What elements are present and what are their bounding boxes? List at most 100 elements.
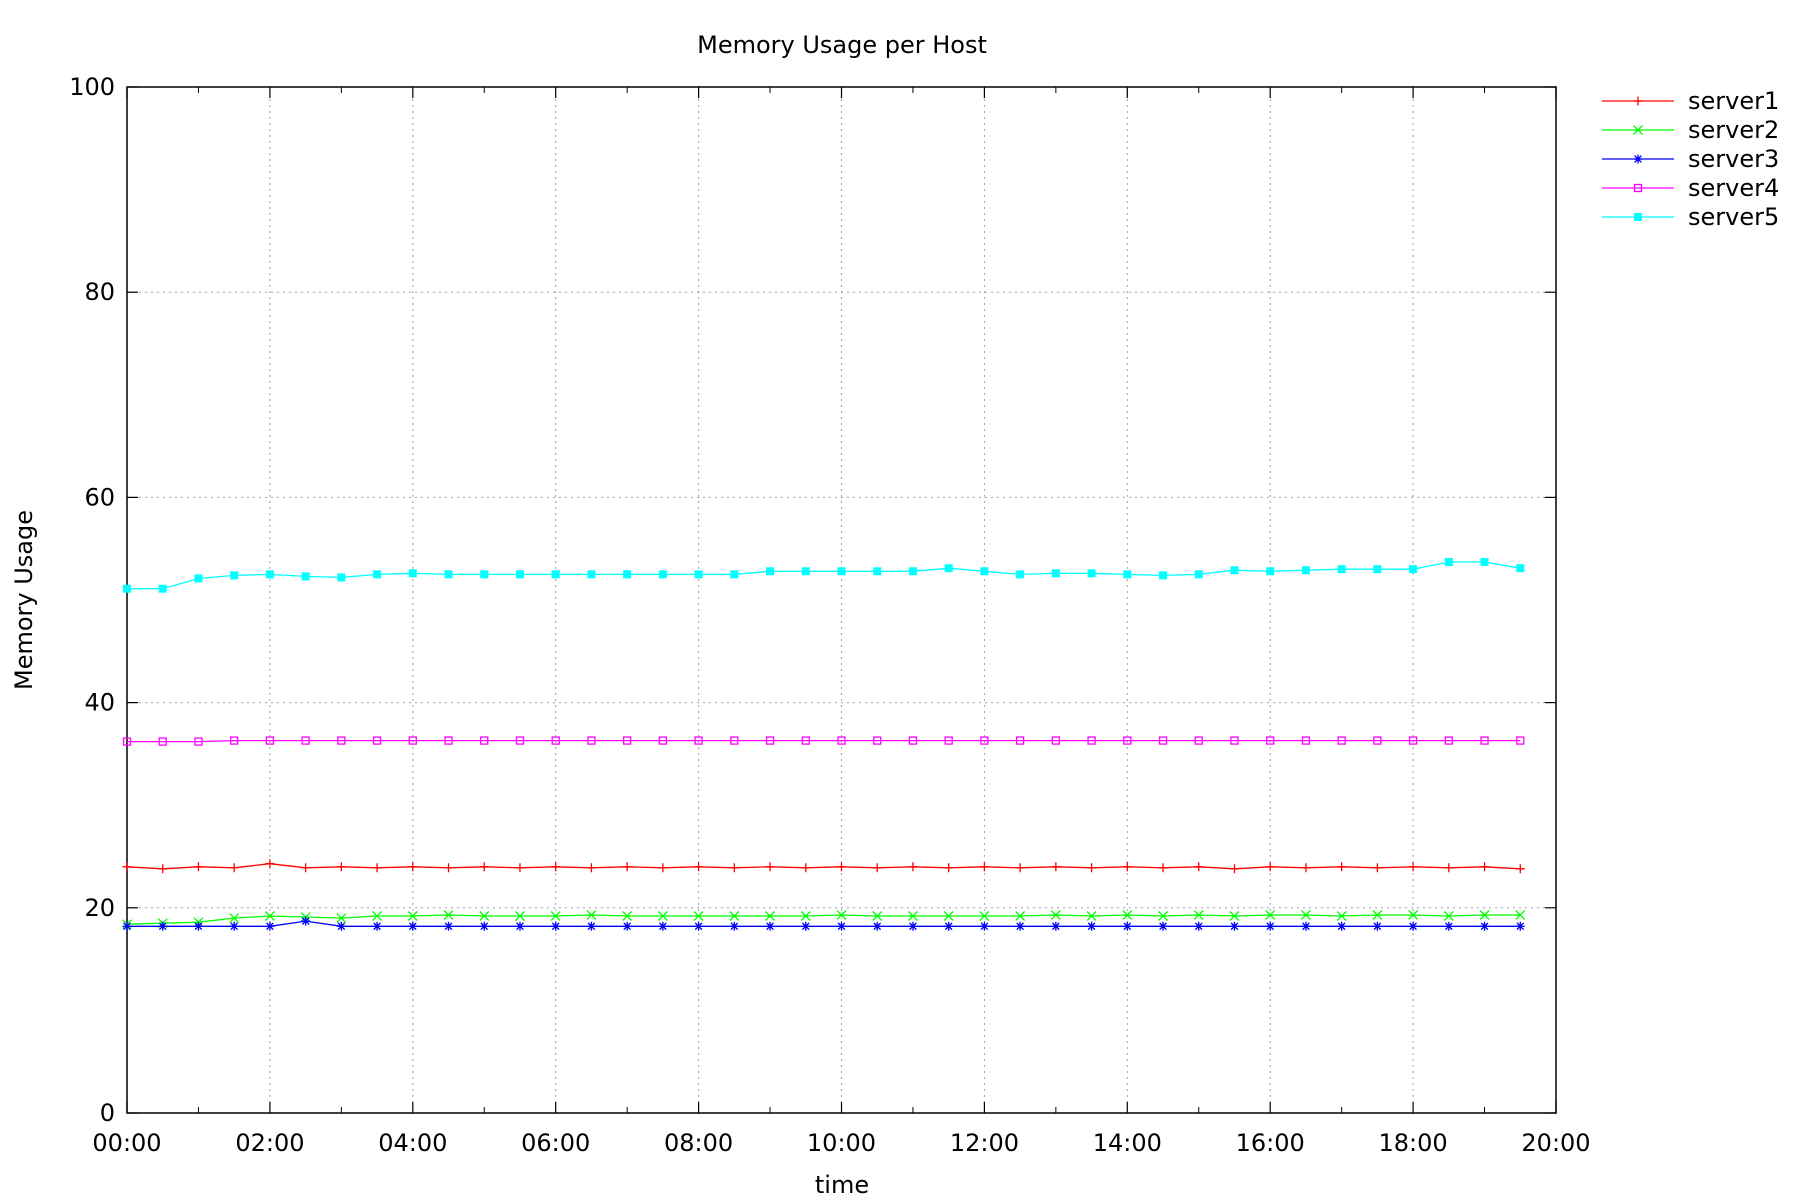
data-point-server2 xyxy=(1229,911,1240,921)
series-line-server5 xyxy=(127,561,1521,590)
data-point-server3 xyxy=(729,921,739,931)
data-point-server5 xyxy=(301,572,310,581)
data-point-server3 xyxy=(1444,921,1454,931)
data-point-server4 xyxy=(1373,736,1382,745)
data-point-server1 xyxy=(765,862,775,872)
data-point-server4 xyxy=(908,736,918,745)
data-point-server4 xyxy=(1123,736,1132,745)
data-point-server1 xyxy=(1372,863,1382,873)
data-point-server5 xyxy=(1409,565,1418,574)
axes: 00:00 02:00 04:00 06:00 08:00 10:00 12:00 14:00… xyxy=(69,73,1590,1157)
series-server1 xyxy=(122,859,1525,874)
legend-label-server2: server2 xyxy=(1688,116,1779,144)
x-tick-label: 12:00 xyxy=(950,1129,1019,1157)
data-point-server5 xyxy=(873,567,882,576)
data-point-server3 xyxy=(551,921,561,931)
legend-label-server5: server5 xyxy=(1688,203,1779,231)
x-axis-label: time xyxy=(815,1171,869,1199)
data-point-server3 xyxy=(801,921,811,931)
y-tick-label: 80 xyxy=(84,278,115,306)
data-point-server1 xyxy=(408,862,418,872)
data-point-server5 xyxy=(1266,567,1275,576)
data-point-server4 xyxy=(658,736,668,745)
data-point-server4 xyxy=(194,737,203,746)
data-point-server2 xyxy=(1265,910,1276,920)
data-point-server2 xyxy=(372,911,383,921)
data-point-server3 xyxy=(908,921,918,931)
data-point-server2 xyxy=(515,911,525,921)
legend-entry-server1: server1 xyxy=(1602,87,1779,115)
data-point-server5 xyxy=(1123,570,1132,579)
data-point-server3 xyxy=(694,921,704,931)
data-point-server1 xyxy=(515,863,525,873)
data-point-server4 xyxy=(801,736,810,745)
data-point-server3 xyxy=(229,921,239,931)
series-line-server3 xyxy=(127,920,1521,927)
legend-marker-server3 xyxy=(1633,154,1643,164)
series-line-server2 xyxy=(126,914,1521,925)
data-point-server1 xyxy=(694,862,704,872)
data-point-server2 xyxy=(1158,911,1168,921)
data-point-server1 xyxy=(1337,862,1347,872)
series-server3 xyxy=(122,916,1525,931)
data-point-server1 xyxy=(158,864,168,874)
data-point-server2 xyxy=(800,911,811,921)
data-point-server3 xyxy=(1158,921,1168,931)
data-point-server2 xyxy=(1193,910,1204,920)
legend-entry-server5: server5 xyxy=(1602,203,1779,231)
x-tick-label: 14:00 xyxy=(1093,1129,1162,1157)
data-point-server2 xyxy=(1122,910,1133,920)
data-point-server3 xyxy=(479,921,489,931)
data-point-server1 xyxy=(193,862,203,872)
data-point-server2 xyxy=(1336,911,1347,921)
data-point-server3 xyxy=(1122,921,1132,931)
data-point-server3 xyxy=(301,916,311,926)
data-point-server4 xyxy=(551,736,560,745)
data-point-server3 xyxy=(1194,921,1204,931)
data-point-server4 xyxy=(980,736,989,745)
data-point-server4 xyxy=(837,736,846,745)
data-point-server1 xyxy=(908,862,918,872)
data-point-server1 xyxy=(837,862,846,872)
data-point-server2 xyxy=(586,910,597,920)
data-point-server5 xyxy=(1444,558,1453,567)
data-point-server1 xyxy=(658,863,668,873)
data-point-server4 xyxy=(1158,736,1168,745)
data-point-server1 xyxy=(944,863,954,873)
data-point-server2 xyxy=(443,910,454,920)
data-point-server3 xyxy=(765,921,775,931)
data-point-server1 xyxy=(801,863,811,873)
data-point-server2 xyxy=(336,913,347,924)
x-tick-label: 10:00 xyxy=(807,1129,876,1157)
data-point-server3 xyxy=(1265,921,1275,931)
legend-label-server3: server3 xyxy=(1688,145,1779,173)
data-point-server4 xyxy=(1266,736,1275,745)
data-point-server2 xyxy=(1408,910,1419,920)
data-point-server3 xyxy=(372,921,382,931)
data-point-server3 xyxy=(944,921,954,931)
data-point-server5 xyxy=(837,567,846,576)
data-point-server2 xyxy=(479,911,490,921)
data-point-server1 xyxy=(1408,862,1418,872)
x-tick-label: 04:00 xyxy=(378,1129,447,1157)
data-point-server4 xyxy=(122,737,132,746)
data-point-server3 xyxy=(193,921,203,931)
data-point-server2 xyxy=(943,911,954,921)
data-point-server5 xyxy=(694,570,703,579)
data-point-server4 xyxy=(1337,736,1346,745)
data-point-server2 xyxy=(407,911,418,921)
data-point-server2 xyxy=(229,913,240,924)
data-point-server4 xyxy=(1194,736,1203,745)
plot-border xyxy=(126,86,1557,1114)
data-point-server3 xyxy=(658,921,668,931)
data-point-server5 xyxy=(444,570,453,579)
y-tick-label: 100 xyxy=(69,73,115,101)
x-tick-label: 08:00 xyxy=(664,1129,733,1157)
data-point-server4 xyxy=(1408,736,1418,745)
data-point-server3 xyxy=(444,921,454,931)
x-tick-label: 00:00 xyxy=(92,1129,161,1157)
data-point-server3 xyxy=(586,921,596,931)
data-point-server3 xyxy=(122,921,132,931)
data-point-server4 xyxy=(515,736,525,745)
data-point-server1 xyxy=(301,863,311,873)
